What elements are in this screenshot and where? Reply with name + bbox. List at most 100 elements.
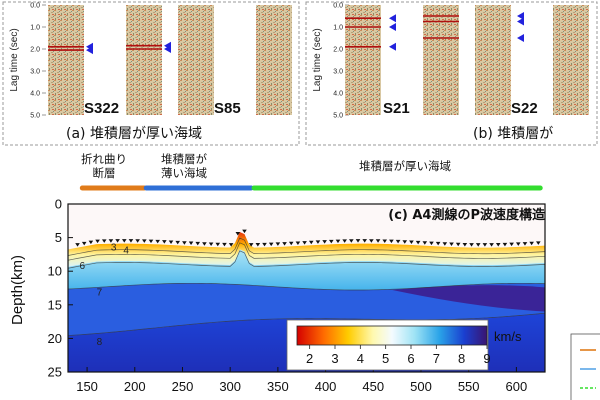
lag-tick-label: 3.0 <box>30 69 40 76</box>
obs-station-marker <box>369 239 374 243</box>
obs-station-marker <box>482 243 488 247</box>
contour-label: 7 <box>97 287 103 298</box>
obs-station-marker <box>142 239 147 243</box>
velocity-section: 150 200 250 300 350 400 450 500 550 600 0 5 10 15 20 2… <box>9 197 546 395</box>
y-axis-ticks: 0 5 10 15 20 25 <box>48 197 73 380</box>
seismogram-strip <box>475 5 511 115</box>
panel-b-frame <box>305 1 598 146</box>
colorbar-tick-label: 8 <box>458 351 465 366</box>
obs-station-marker <box>522 242 528 246</box>
colorbar-tick-label: 7 <box>433 351 440 366</box>
obs-station-marker <box>268 242 274 247</box>
sediment-layer <box>68 232 545 267</box>
obs-station-marker <box>255 243 261 247</box>
panel-a-ylabel: Lag time (sec) <box>9 28 20 91</box>
obs-station-marker <box>429 241 434 246</box>
lag-tick-label: 2.0 <box>333 47 343 54</box>
contour-3 <box>67 237 546 256</box>
colorbar-tick-label: 5 <box>382 351 389 366</box>
colorbar-tick-label: 4 <box>357 351 364 366</box>
obs-station-marker <box>449 242 454 247</box>
contour-label: 8 <box>97 337 103 348</box>
lag-tick-label: 0.0 <box>30 3 40 10</box>
zone-label-fault-line1: 折れ曲り <box>81 152 127 166</box>
lag-tick-label: 1.0 <box>333 25 343 32</box>
obs-station-marker <box>248 243 254 247</box>
contour-8 <box>67 312 546 336</box>
obs-station-marker <box>315 240 321 244</box>
obs-station-marker <box>101 239 107 243</box>
obs-station-marker <box>469 243 474 247</box>
upper-crust-layer <box>68 249 545 291</box>
obs-station-marker <box>148 239 154 244</box>
obs-station-marker <box>242 229 247 234</box>
seismogram-strip <box>345 5 381 115</box>
obs-station-marker <box>402 240 408 244</box>
obs-station-marker <box>349 239 354 243</box>
lag-tick-label: 5.0 <box>333 113 343 120</box>
obs-station-marker <box>208 242 214 246</box>
obs-station-marker <box>262 242 267 247</box>
obs-station-marker <box>135 239 140 243</box>
colorbar-tick-label: 9 <box>483 351 490 366</box>
lag-tick-label: 0.0 <box>333 3 343 10</box>
station-label-s322: S322 <box>84 100 119 117</box>
obs-station-markers <box>75 229 541 247</box>
obs-station-marker <box>168 240 174 245</box>
obs-station-marker <box>195 241 201 246</box>
station-label-s21: S21 <box>383 100 410 117</box>
colorbar-unit: km/s <box>494 329 522 344</box>
obs-station-marker <box>88 240 94 245</box>
obs-station-marker <box>302 241 307 245</box>
y-axis-title: Depth(km) <box>9 255 26 325</box>
x-tick-label: 600 <box>506 379 528 394</box>
obs-station-marker <box>489 243 494 247</box>
obs-station-marker <box>288 241 294 246</box>
seismogram-strip <box>48 5 84 115</box>
obs-station-marker <box>182 241 187 245</box>
plot-frame <box>67 203 546 373</box>
panel-a-frame <box>2 1 300 146</box>
arrival-marker <box>517 34 524 42</box>
obs-station-marker <box>362 239 367 243</box>
obs-station-marker <box>108 239 114 243</box>
obs-station-marker <box>415 240 421 245</box>
obs-station-marker <box>121 239 127 243</box>
obs-station-marker <box>228 243 234 247</box>
x-tick-label: 500 <box>410 379 432 394</box>
arrival-marker <box>517 12 524 20</box>
obs-station-marker <box>215 242 221 247</box>
obs-station-marker <box>389 239 394 244</box>
obs-station-marker <box>495 243 501 247</box>
lag-tick-label: 1.0 <box>30 25 40 32</box>
obs-station-marker <box>462 242 468 247</box>
obs-station-marker <box>115 239 120 243</box>
y-tick-label: 5 <box>55 230 62 245</box>
zone-label-fault-line2: 断層 <box>93 166 116 180</box>
obs-station-marker <box>329 239 334 244</box>
x-tick-label: 200 <box>124 379 146 394</box>
contour-label: 6 <box>79 261 85 272</box>
obs-station-marker <box>395 239 401 244</box>
seismogram-strip <box>256 5 292 115</box>
arrival-markers <box>48 12 524 55</box>
obs-station-marker <box>409 240 414 245</box>
obs-station-marker <box>128 239 134 243</box>
y-tick-label: 0 <box>55 197 62 212</box>
obs-station-marker <box>435 241 441 246</box>
seismogram-strip <box>126 5 162 115</box>
panel-a-yticks: 0.0 1.0 2.0 3.0 4.0 5.0 <box>30 3 46 120</box>
station-label-s85: S85 <box>214 100 241 117</box>
arrival-marker <box>389 14 396 23</box>
obs-station-marker <box>188 241 194 246</box>
obs-station-marker <box>342 239 347 243</box>
section-title: (c) A4測線のP波速度構造 <box>388 207 546 223</box>
obs-station-marker <box>455 242 461 247</box>
obs-station-marker <box>282 242 287 246</box>
obs-station-marker <box>322 240 327 244</box>
panel-b-caption: (b) 堆積層が <box>473 126 553 142</box>
x-tick-label: 450 <box>362 379 384 394</box>
arrival-marker <box>164 45 171 53</box>
contour-label: 3 <box>111 242 117 253</box>
